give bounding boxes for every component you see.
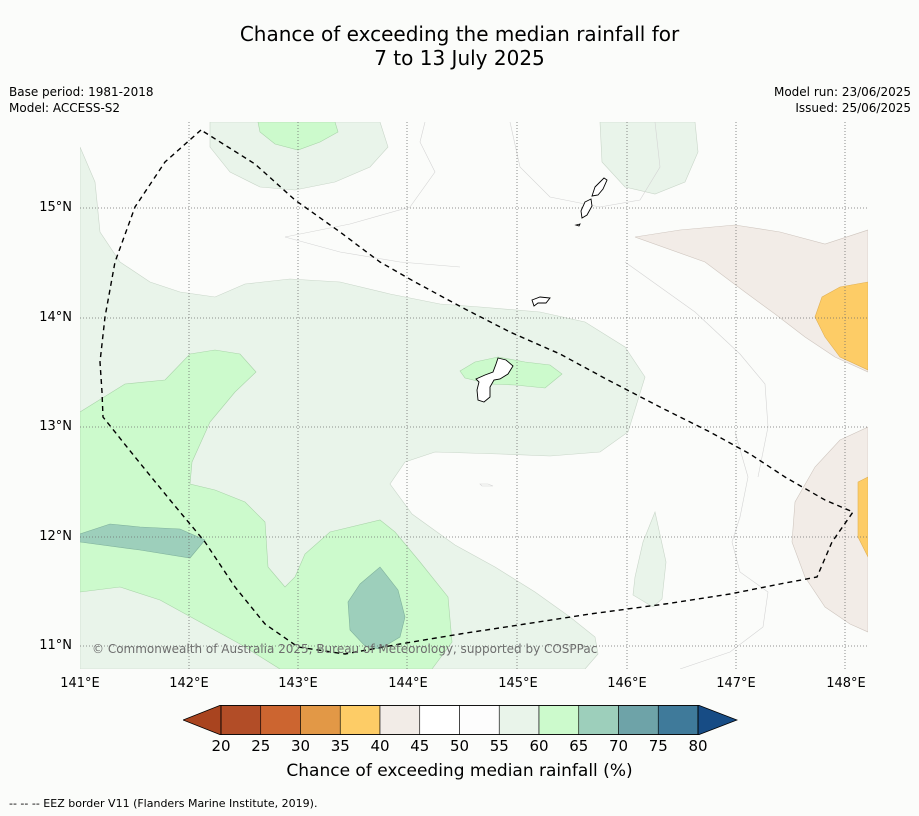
contour-65-70 (80, 523, 406, 650)
contour-region-east-upper (634, 224, 868, 373)
guam-island (475, 357, 514, 403)
colorbar-cells (220, 705, 699, 735)
colorbar-tick-label: 25 (251, 737, 271, 755)
colorbar-cell (538, 705, 580, 735)
map-title: Chance of exceeding the median rainfall … (0, 22, 919, 70)
lon-label-141e: 141°E (60, 676, 100, 691)
colorbar-cell (578, 705, 619, 735)
colorbar-tick-label: 45 (410, 737, 430, 755)
lon-label-148e: 148°E (826, 676, 866, 691)
colorbar-cell (618, 705, 659, 735)
lon-label-147e: 147°E (716, 676, 756, 691)
eez-border (99, 129, 855, 655)
colorbar-cell (339, 705, 381, 735)
base-period: Base period: 1981-2018 (9, 85, 154, 99)
contour-region-teal-west (80, 523, 206, 559)
colorbar-cell (657, 705, 699, 735)
contour-region-east-lower (791, 426, 868, 633)
colorbar-tick-label: 35 (330, 737, 350, 755)
colorbar-low-extension (181, 704, 222, 736)
colorbar-tick-label: 40 (370, 737, 390, 755)
graticule (80, 122, 868, 669)
colorbar-cell (419, 705, 460, 735)
contour-region-orange-upper (814, 281, 868, 371)
colorbar-tick-label: 55 (489, 737, 509, 755)
colorbar-tick-label: 60 (529, 737, 549, 755)
colorbar-tick-label: 65 (569, 737, 589, 755)
contour-region-north (209, 122, 389, 191)
model-run: Model run: 23/06/2025 (773, 85, 911, 99)
title-line-1: Chance of exceeding the median rainfall … (239, 22, 680, 46)
contour-region-northeast (599, 122, 699, 195)
contour-40-45 (634, 224, 868, 633)
colorbar-cell (498, 705, 540, 735)
colorbar-cell (260, 705, 301, 735)
lon-label-143e: 143°E (278, 676, 318, 691)
model-name: Model: ACCESS-S2 (9, 101, 121, 115)
aguijan-island (574, 223, 581, 227)
colorbar-tick-label: 50 (449, 737, 470, 755)
colorbar-cell (300, 705, 341, 735)
rota-island (531, 296, 551, 307)
copyright-notice: © Commonwealth of Australia 2025, Bureau… (92, 642, 598, 656)
colorbar-title: Chance of exceeding median rainfall (%) (286, 761, 633, 781)
lat-label-15n: 15°N (39, 200, 72, 215)
map-svg (80, 122, 868, 669)
eez-legend-note: -- -- -- EEZ border V11 (Flanders Marine… (9, 797, 318, 810)
saipan-island (591, 177, 608, 197)
map-area (80, 122, 868, 669)
contour-region-teal-south (347, 566, 406, 650)
lon-label-144e: 144°E (388, 676, 428, 691)
colorbar (181, 704, 739, 736)
lat-label-12n: 12°N (39, 529, 72, 544)
colorbar-tick-label: 70 (608, 737, 629, 755)
lat-label-11n: 11°N (39, 638, 72, 653)
meta-left: Base period: 1981-2018 Model: ACCESS-S2 (9, 84, 154, 116)
issued-date: Issued: 25/06/2025 (795, 101, 911, 115)
colorbar-tick-label: 20 (211, 737, 231, 755)
islands (475, 177, 608, 403)
lon-label-142e: 142°E (169, 676, 209, 691)
meta-right: Model run: 23/06/2025 Issued: 25/06/2025 (774, 84, 911, 116)
lat-label-13n: 13°N (39, 419, 72, 434)
contour-region-north-small (257, 122, 339, 151)
contour-region-spike (632, 510, 667, 608)
colorbar-svg (181, 704, 739, 736)
colorbar-cell (379, 705, 421, 735)
lat-label-14n: 14°N (39, 310, 72, 325)
tinian-island (580, 198, 593, 219)
colorbar-tick-label: 30 (290, 737, 311, 755)
colorbar-tick-label: 75 (648, 737, 668, 755)
colorbar-cell (459, 705, 500, 735)
title-line-2: 7 to 13 July 2025 (374, 46, 545, 70)
lon-label-146e: 146°E (607, 676, 647, 691)
lon-label-145e: 145°E (498, 676, 538, 691)
colorbar-cell (220, 705, 262, 735)
colorbar-high-extension (697, 704, 739, 736)
colorbar-tick-label: 80 (688, 737, 708, 755)
